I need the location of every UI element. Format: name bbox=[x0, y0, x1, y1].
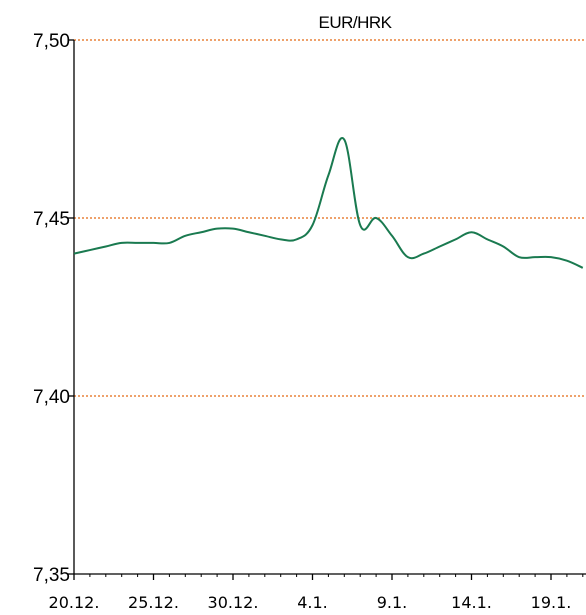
x-tick-label: 19.1. bbox=[531, 593, 572, 612]
y-tick-label: 7,35 bbox=[33, 565, 70, 586]
y-tick-label: 7,50 bbox=[33, 31, 70, 52]
x-tick-label: 14.1. bbox=[451, 593, 492, 612]
x-tick-label: 9.1. bbox=[377, 593, 408, 612]
series-line bbox=[73, 137, 584, 269]
x-tick-label: 4.1. bbox=[297, 593, 328, 612]
gridlines bbox=[74, 39, 586, 397]
chart-title: EUR/HRK bbox=[318, 13, 392, 32]
x-axis-ticks: 20.12. 25.12. 30.12. 4.1. 9.1. 14.1. 19.1. bbox=[49, 574, 584, 612]
y-tick-label: 7,45 bbox=[33, 209, 70, 230]
series-group bbox=[73, 137, 584, 269]
y-axis-ticks: 7,35 7,40 7,45 7,50 bbox=[33, 31, 74, 586]
axes bbox=[73, 40, 586, 575]
x-tick-label: 30.12. bbox=[208, 593, 259, 612]
x-tick-label: 25.12. bbox=[128, 593, 179, 612]
x-tick-label: 20.12. bbox=[49, 593, 100, 612]
y-tick-label: 7,40 bbox=[33, 387, 70, 408]
